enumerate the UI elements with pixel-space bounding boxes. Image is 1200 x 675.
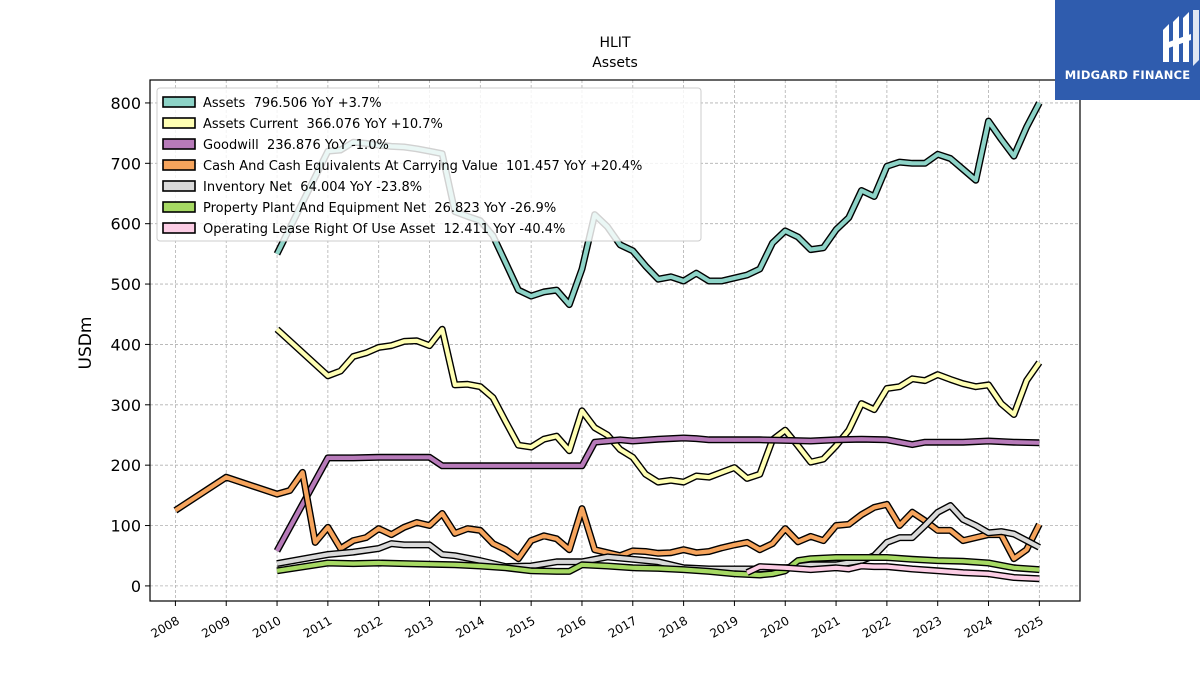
legend-label: Assets Current 366.076 YoY +10.7% (203, 117, 443, 132)
x-tick-label: 2019 (707, 613, 740, 640)
legend-swatch (162, 138, 196, 150)
x-tick-label: 2013 (403, 613, 436, 640)
legend: Assets 796.506 YoY +3.7% Assets Current 3… (156, 87, 702, 242)
y-tick-label: 400 (110, 335, 141, 354)
x-tick-label: 2017 (606, 613, 639, 640)
x-tick-label: 2009 (199, 613, 232, 640)
series-layer (173, 101, 1043, 583)
y-tick-label: 0 (131, 577, 141, 596)
series-line (275, 435, 1040, 552)
series-4 (276, 502, 1041, 573)
y-tick-label: 600 (110, 215, 141, 234)
x-tick-label: 2014 (453, 613, 486, 640)
x-tick-label: 2022 (860, 613, 893, 640)
y-tick-label: 800 (110, 94, 141, 113)
legend-box (156, 87, 702, 242)
x-tick-label: 2023 (911, 613, 944, 640)
y-tick-label: 100 (110, 517, 141, 536)
legend-swatch (162, 159, 196, 171)
series-1 (274, 325, 1043, 486)
x-tick-label: 2020 (758, 613, 791, 640)
y-axis-label: USDm (76, 317, 96, 370)
brand-name: MIDGARD FINANCE (1064, 68, 1191, 82)
y-tick-label: 200 (110, 456, 141, 475)
legend-swatch (162, 201, 196, 213)
legend-label: Assets 796.506 YoY +3.7% (203, 96, 382, 111)
legend-label: Property Plant And Equipment Net 26.823 … (203, 201, 556, 216)
x-tick-label: 2021 (809, 613, 842, 640)
x-tick-label: 2012 (352, 613, 385, 640)
x-tick-label: 2015 (504, 613, 537, 640)
logo-mark-icon (1163, 10, 1199, 66)
y-tick-label: 700 (110, 154, 141, 173)
legend-label: Cash And Cash Equivalents At Carrying Va… (203, 159, 642, 174)
series-3 (173, 468, 1043, 563)
x-tick-label: 2025 (1012, 613, 1045, 640)
chart-title: HLIT (599, 35, 630, 51)
y-tick-label: 300 (110, 396, 141, 415)
series-6 (745, 562, 1040, 583)
legend-label: Operating Lease Right Of Use Asset 12.41… (203, 222, 565, 237)
legend-swatch (162, 96, 196, 108)
x-tick-label: 2016 (555, 613, 588, 640)
series-line (276, 555, 1040, 578)
x-tick-label: 2018 (657, 613, 690, 640)
legend-label: Inventory Net 64.004 YoY -23.8% (203, 180, 422, 195)
x-tick-label: 2024 (962, 613, 995, 640)
legend-swatch (162, 222, 196, 234)
chart-subtitle: Assets (592, 55, 638, 71)
series-line (746, 563, 1040, 581)
x-tick-label: 2010 (250, 613, 283, 640)
y-tick-label: 500 (110, 275, 141, 294)
series-line (276, 503, 1041, 572)
legend-swatch (162, 180, 196, 192)
series-line (174, 470, 1042, 561)
plot-frame (149, 79, 1081, 602)
x-tick-label: 2008 (148, 613, 181, 640)
series-2 (273, 434, 1040, 553)
legend-label: Goodwill 236.876 YoY -1.0% (203, 138, 389, 153)
series-line (275, 327, 1042, 485)
series-5 (276, 554, 1040, 579)
legend-swatch (162, 117, 196, 129)
x-tick-label: 2011 (301, 613, 334, 640)
brand-logo: MIDGARD FINANCE (1055, 0, 1200, 100)
